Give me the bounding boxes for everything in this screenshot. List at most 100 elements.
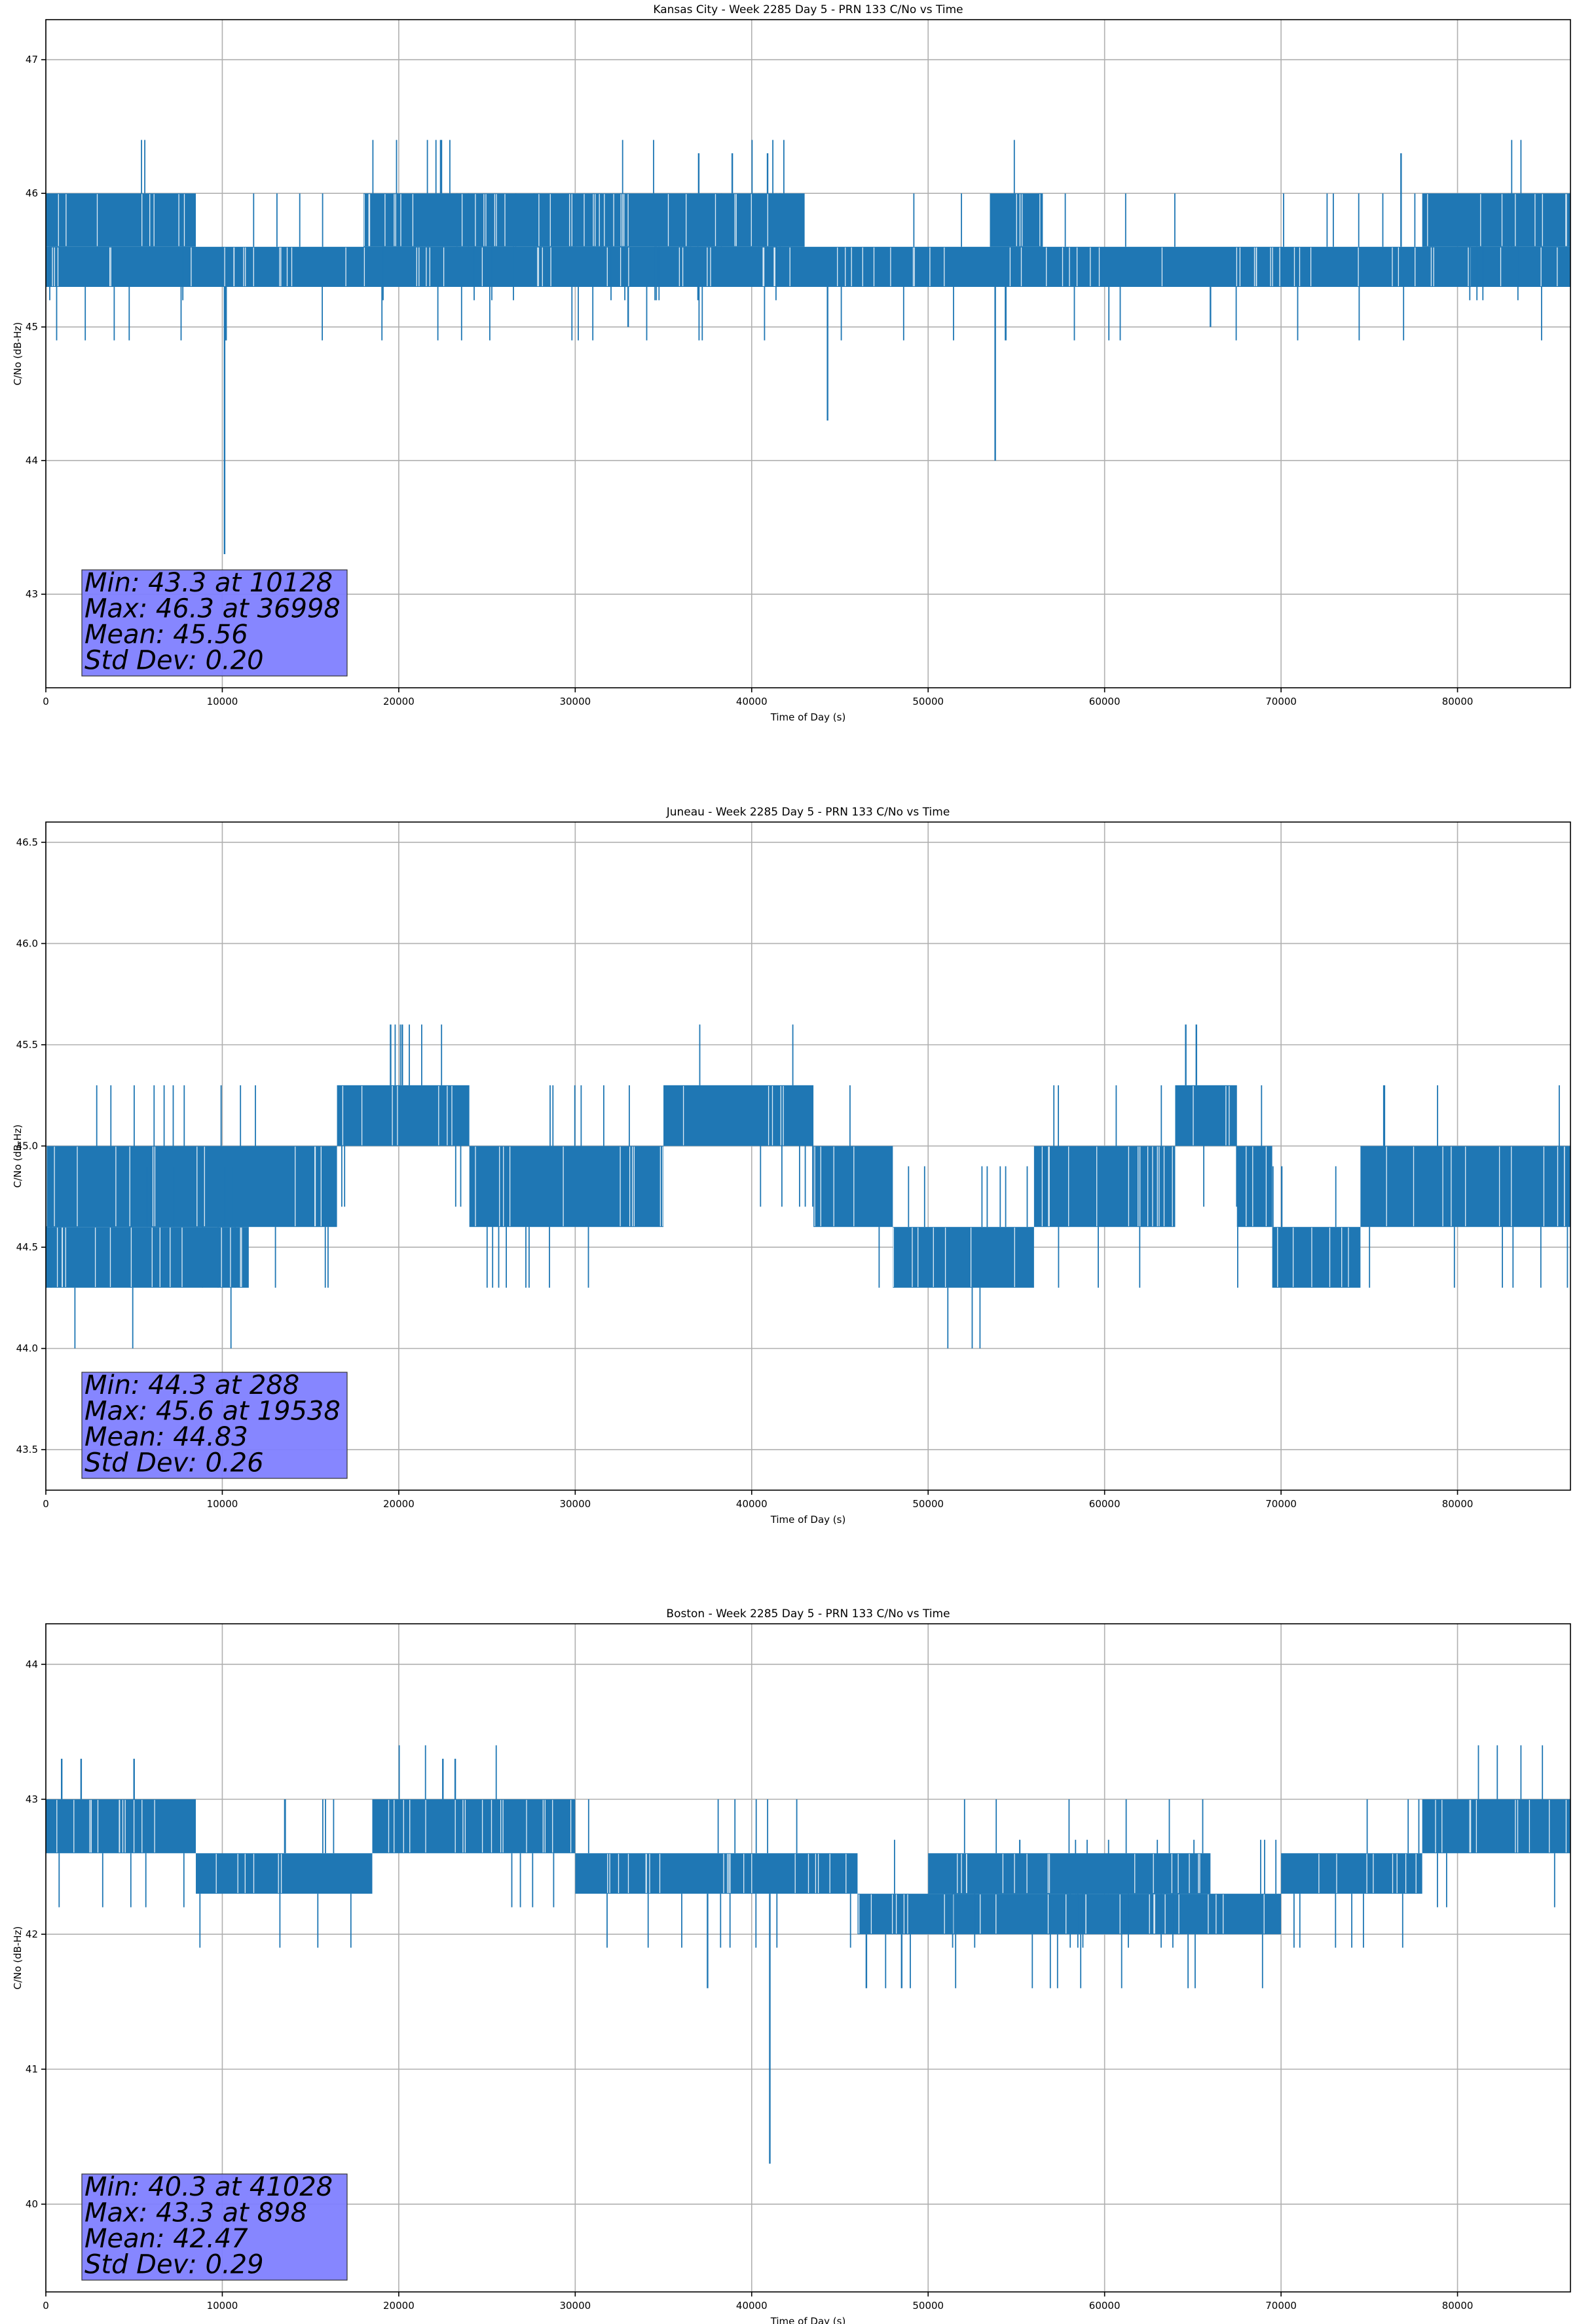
x-tick-label: 80000 — [1442, 1498, 1474, 1510]
chart-panel-2: 0 10000 20000 30000 40000 50000 60000 70000 8000… — [12, 1607, 1571, 2324]
data-band-excursions — [199, 1799, 352, 1948]
data-band-gaps — [1435, 1799, 1567, 1853]
x-tick-label: 20000 — [383, 2300, 415, 2312]
x-tick-label: 20000 — [383, 1498, 415, 1510]
data-band — [663, 1085, 814, 1146]
y-tick-label: 44 — [26, 1659, 38, 1670]
plot-frame — [45, 1623, 1571, 2293]
data-band — [1272, 1227, 1361, 1288]
x-tick-label: 50000 — [912, 1498, 944, 1510]
data-band-gaps — [363, 194, 768, 246]
data-band-excursions — [952, 1799, 1204, 1948]
chart-panel-1: 0 10000 20000 30000 40000 50000 60000 70000 8000… — [12, 806, 1571, 1526]
y-tick-label: 44 — [26, 455, 38, 466]
y-tick-label: 43 — [26, 1793, 38, 1805]
y-tick-label: 42 — [26, 1928, 38, 1940]
y-tick-label: 44.0 — [16, 1343, 38, 1355]
x-tick-label: 50000 — [912, 2300, 944, 2312]
stats-max: Max: 45.6 at 19538 — [84, 1396, 341, 1427]
data-band — [196, 1853, 373, 1894]
x-tick-label: 50000 — [912, 696, 944, 707]
y-tick-label: 40 — [26, 2198, 38, 2210]
stats-min: Min: 43.3 at 10128 — [84, 568, 333, 598]
data-band — [1422, 193, 1570, 247]
data-band-excursions — [849, 1085, 880, 1288]
data-band — [857, 1894, 1282, 1934]
data-band-gaps — [58, 194, 185, 246]
data-band-excursions — [486, 1085, 630, 1288]
data-band — [469, 1146, 664, 1228]
stats-box — [81, 1372, 348, 1479]
data-band-gaps — [1016, 194, 1041, 246]
data-band — [46, 193, 196, 247]
data-band — [1175, 1085, 1237, 1146]
data-band — [575, 1853, 858, 1894]
data-band-excursions — [49, 140, 184, 301]
x-tick-label: 30000 — [559, 1498, 591, 1510]
data-band-excursions — [699, 1024, 813, 1207]
stats-std: Std Dev: 0.29 — [84, 2250, 264, 2280]
data-band-excursions — [1437, 1745, 1555, 1907]
data-band-gaps — [858, 1894, 1265, 1934]
data-band-excursions — [1053, 1085, 1162, 1288]
data-band-gaps — [215, 1854, 282, 1894]
x-tick-label: 70000 — [1265, 2300, 1297, 2312]
data-band-excursions — [1293, 1799, 1420, 1948]
x-tick-label: 10000 — [207, 696, 238, 707]
data-band-gaps — [607, 1854, 847, 1894]
data-band — [372, 1799, 576, 1854]
x-tick-label: 30000 — [559, 2300, 591, 2312]
data-band-excursions — [398, 1745, 555, 1907]
stats-mean: Mean: 45.56 — [84, 620, 248, 650]
x-tick-label: 80000 — [1442, 696, 1474, 707]
y-tick-label: 43.5 — [16, 1444, 38, 1455]
chart-panel-0: 0 10000 20000 30000 40000 50000 60000 70000 8000… — [12, 3, 1571, 723]
data-band — [1422, 1799, 1570, 1854]
data-band-gaps — [893, 1228, 1015, 1287]
data-band-gaps — [1193, 1085, 1230, 1146]
x-tick-label: 40000 — [736, 2300, 768, 2312]
y-tick-label: 47 — [26, 54, 38, 66]
data-band-gaps — [388, 1799, 572, 1853]
data-band-excursions — [1237, 1085, 1263, 1288]
chart-title: Kansas City - Week 2285 Day 5 - PRN 133 … — [653, 3, 963, 16]
x-tick-label: 0 — [43, 1498, 49, 1510]
data-band-gaps — [46, 1146, 322, 1227]
data-series — [46, 1024, 1570, 1349]
stats-mean: Mean: 44.83 — [84, 1422, 248, 1452]
stats-max: Max: 46.3 at 36998 — [84, 594, 341, 624]
data-band-gaps — [1427, 194, 1567, 246]
x-tick-label: 60000 — [1089, 1498, 1121, 1510]
data-band-gaps — [1318, 1854, 1417, 1894]
data-band-gaps — [1277, 1228, 1349, 1287]
data-band-gaps — [1041, 1146, 1173, 1227]
y-tick-label: 46.5 — [16, 836, 38, 848]
x-tick-label: 20000 — [383, 696, 415, 707]
x-tick-label: 70000 — [1265, 696, 1297, 707]
data-band — [46, 1227, 249, 1288]
plot-frame — [45, 19, 1571, 688]
data-band-excursions — [58, 1853, 185, 1907]
x-tick-label: 80000 — [1442, 2300, 1474, 2312]
data-band-gaps — [682, 1085, 784, 1146]
x-tick-label: 0 — [43, 696, 49, 707]
stats-min: Min: 44.3 at 288 — [84, 1370, 299, 1400]
stats-box — [81, 569, 348, 677]
x-tick-label: 70000 — [1265, 1498, 1297, 1510]
data-band — [813, 1146, 893, 1228]
data-band-excursions — [587, 1799, 851, 1948]
stats-std: Std Dev: 0.26 — [84, 1448, 264, 1478]
data-band-gaps — [475, 1146, 663, 1227]
x-axis-label: Time of Day (s) — [770, 1514, 846, 1526]
data-band-gaps — [52, 247, 1558, 286]
y-tick-label: 43 — [26, 588, 38, 600]
x-tick-label: 10000 — [207, 1498, 238, 1510]
data-series — [46, 1745, 1570, 2164]
data-band-excursions — [74, 1166, 234, 1349]
data-band-gaps — [56, 1799, 155, 1853]
data-band-gaps — [1386, 1146, 1565, 1227]
chart-title: Boston - Week 2285 Day 5 - PRN 133 C/No … — [666, 1607, 950, 1621]
y-axis-label: C/No (dB-Hz) — [12, 1926, 24, 1990]
x-tick-label: 0 — [43, 2300, 49, 2312]
